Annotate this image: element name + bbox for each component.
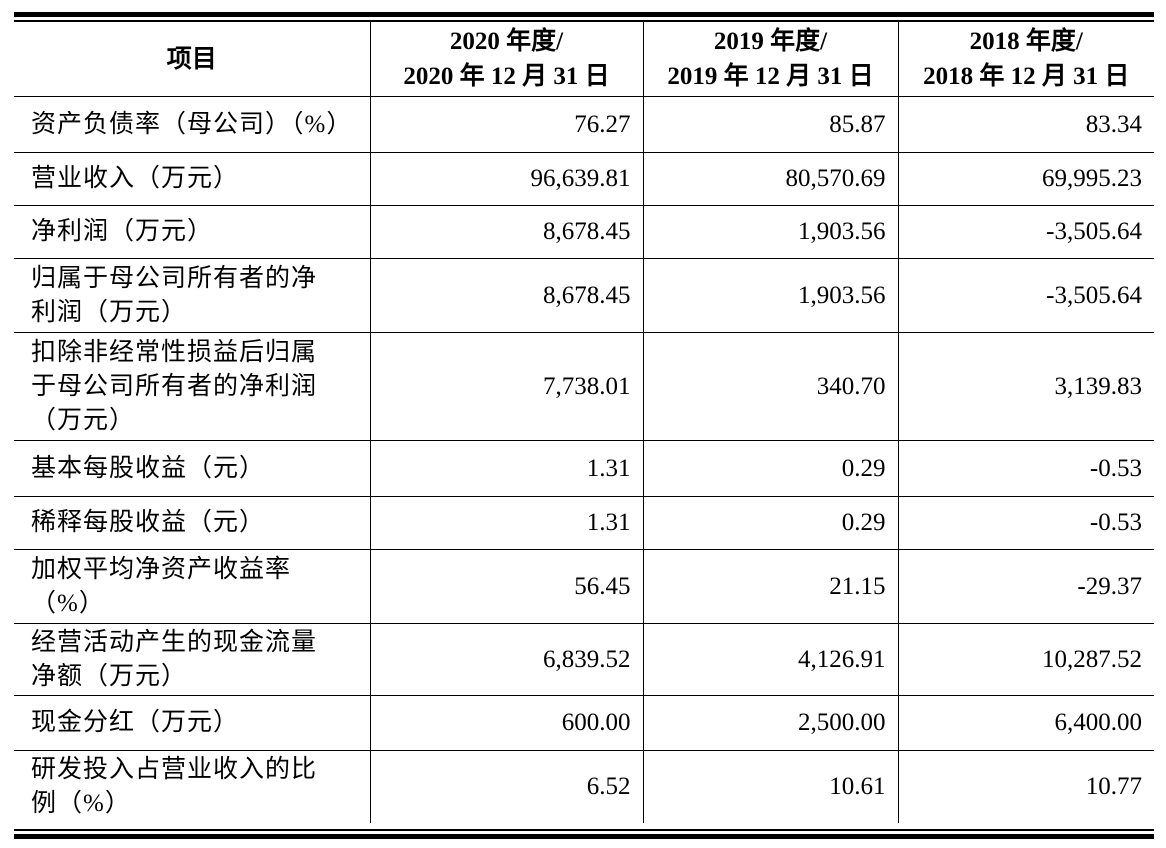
row-label: 归属于母公司所有者的净 利润（万元） bbox=[14, 258, 371, 333]
value-2020: 6,839.52 bbox=[369, 623, 644, 696]
table-bottom-rule-thin bbox=[14, 829, 1154, 831]
table-row: 研发投入占营业收入的比 例（%） 6.52 10.61 10.77 bbox=[14, 750, 1154, 823]
row-label: 净利润（万元） bbox=[14, 205, 371, 259]
value-2019: 10.61 bbox=[642, 750, 899, 823]
value-2019: 0.29 bbox=[642, 496, 899, 550]
row-label: 经营活动产生的现金流量 净额（万元） bbox=[14, 623, 371, 696]
header-item: 项目 bbox=[14, 22, 371, 97]
table-row: 稀释每股收益（元） 1.31 0.29 -0.53 bbox=[14, 496, 1154, 550]
value-2020: 1.31 bbox=[369, 440, 644, 497]
value-2019: 1,903.56 bbox=[642, 258, 899, 333]
table-top-rule-thin bbox=[14, 20, 1154, 22]
value-2019: 21.15 bbox=[642, 549, 899, 624]
table-body: 资产负债率（母公司）（%） 76.27 85.87 83.34 营业收入（万元） 96,6… bbox=[14, 96, 1154, 823]
value-2018: -0.53 bbox=[897, 496, 1154, 550]
table-row: 归属于母公司所有者的净 利润（万元） 8,678.45 1,903.56 -3,505.… bbox=[14, 258, 1154, 333]
row-label: 研发投入占营业收入的比 例（%） bbox=[14, 750, 371, 823]
value-2018: 10.77 bbox=[897, 750, 1154, 823]
value-2018: -3,505.64 bbox=[897, 258, 1154, 333]
value-2020: 6.52 bbox=[369, 750, 644, 823]
table-bottom-rule bbox=[14, 834, 1154, 839]
header-row: 项目 2020 年度/ 2020 年 12 月 31 日 2019 年度/ 20… bbox=[14, 22, 1154, 97]
value-2020: 76.27 bbox=[369, 96, 644, 153]
row-label: 稀释每股收益（元） bbox=[14, 496, 371, 550]
value-2019: 2,500.00 bbox=[642, 695, 899, 751]
value-2020: 600.00 bbox=[369, 695, 644, 751]
value-2018: -29.37 bbox=[897, 549, 1154, 624]
table-row: 加权平均净资产收益率 （%） 56.45 21.15 -29.37 bbox=[14, 549, 1154, 624]
value-2019: 1,903.56 bbox=[642, 205, 899, 259]
value-2020: 8,678.45 bbox=[369, 205, 644, 259]
value-2018: 69,995.23 bbox=[897, 152, 1154, 206]
financial-indicators-table: 项目 2020 年度/ 2020 年 12 月 31 日 2019 年度/ 20… bbox=[14, 22, 1154, 823]
value-2018: 6,400.00 bbox=[897, 695, 1154, 751]
header-2018: 2018 年度/ 2018 年 12 月 31 日 bbox=[897, 22, 1154, 97]
value-2019: 85.87 bbox=[642, 96, 899, 153]
header-2019: 2019 年度/ 2019 年 12 月 31 日 bbox=[642, 22, 899, 97]
row-label: 加权平均净资产收益率 （%） bbox=[14, 549, 371, 624]
value-2019: 340.70 bbox=[642, 332, 899, 441]
value-2020: 7,738.01 bbox=[369, 332, 644, 441]
table-row: 营业收入（万元） 96,639.81 80,570.69 69,995.23 bbox=[14, 152, 1154, 206]
value-2018: 83.34 bbox=[897, 96, 1154, 153]
value-2019: 4,126.91 bbox=[642, 623, 899, 696]
row-label: 现金分红（万元） bbox=[14, 695, 371, 751]
value-2018: -3,505.64 bbox=[897, 205, 1154, 259]
value-2020: 96,639.81 bbox=[369, 152, 644, 206]
table-top-rule bbox=[14, 12, 1154, 17]
value-2020: 1.31 bbox=[369, 496, 644, 550]
table-row: 资产负债率（母公司）（%） 76.27 85.87 83.34 bbox=[14, 96, 1154, 153]
table-row: 基本每股收益（元） 1.31 0.29 -0.53 bbox=[14, 440, 1154, 497]
row-label: 营业收入（万元） bbox=[14, 152, 371, 206]
row-label: 基本每股收益（元） bbox=[14, 440, 371, 497]
table-row: 经营活动产生的现金流量 净额（万元） 6,839.52 4,126.91 10,287.… bbox=[14, 623, 1154, 696]
table-row: 净利润（万元） 8,678.45 1,903.56 -3,505.64 bbox=[14, 205, 1154, 259]
table-row: 扣除非经常性损益后归属 于母公司所有者的净利润 （万元） 7,738.01 340.70… bbox=[14, 332, 1154, 441]
header-2020: 2020 年度/ 2020 年 12 月 31 日 bbox=[369, 22, 644, 97]
value-2019: 80,570.69 bbox=[642, 152, 899, 206]
value-2020: 8,678.45 bbox=[369, 258, 644, 333]
value-2018: -0.53 bbox=[897, 440, 1154, 497]
row-label: 扣除非经常性损益后归属 于母公司所有者的净利润 （万元） bbox=[14, 332, 371, 441]
value-2018: 3,139.83 bbox=[897, 332, 1154, 441]
value-2020: 56.45 bbox=[369, 549, 644, 624]
table-row: 现金分红（万元） 600.00 2,500.00 6,400.00 bbox=[14, 695, 1154, 751]
value-2018: 10,287.52 bbox=[897, 623, 1154, 696]
value-2019: 0.29 bbox=[642, 440, 899, 497]
row-label: 资产负债率（母公司）（%） bbox=[14, 96, 371, 153]
